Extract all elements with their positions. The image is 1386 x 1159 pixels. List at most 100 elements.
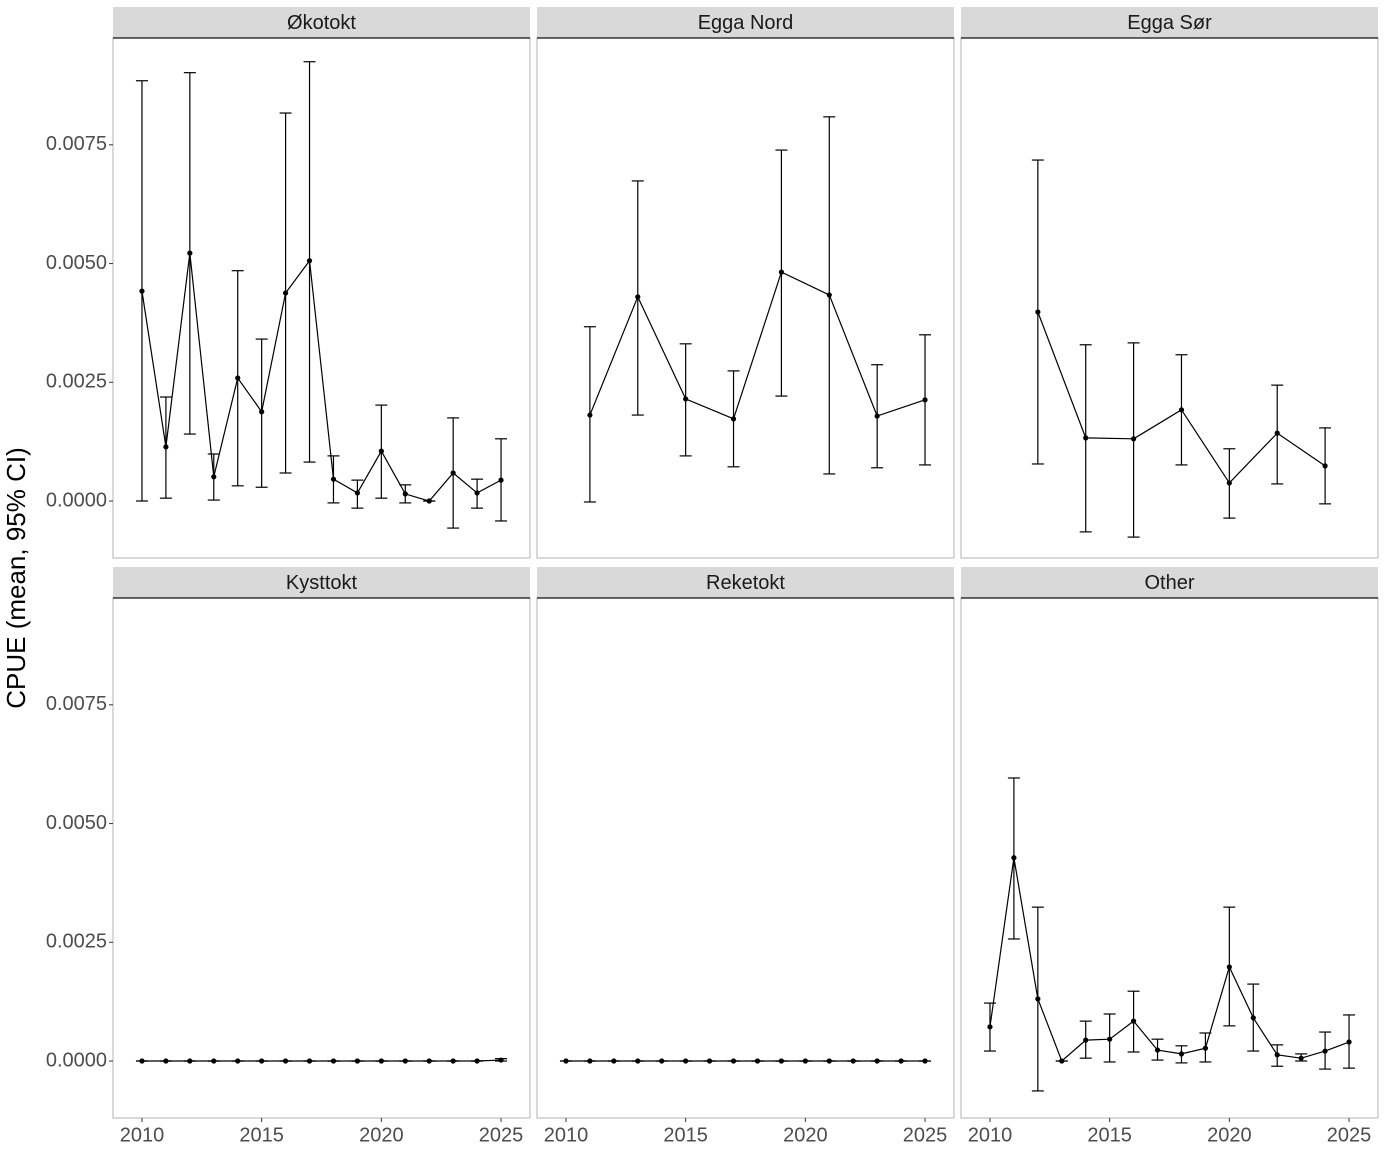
point [474,1058,480,1064]
point [163,1058,169,1064]
point [874,413,880,419]
point [139,288,145,294]
point [874,1058,880,1064]
strip [961,7,1378,38]
point [402,1058,408,1064]
point [1083,1037,1089,1043]
point [426,1058,432,1064]
x-tick-label: 2020 [783,1124,828,1146]
point [187,1058,193,1064]
point [1178,407,1185,413]
strip [537,7,954,38]
panel-title: Egga Nord [698,12,794,34]
point [922,397,928,403]
y-tick-label: 0.0000 [46,489,107,511]
point [354,1058,361,1064]
point [1274,430,1280,436]
point [1059,1058,1065,1064]
point [259,1058,265,1064]
x-tick-label: 2015 [239,1124,284,1146]
point [1322,463,1328,469]
point [498,1057,504,1063]
panel-title: Egga Sør [1127,12,1212,34]
x-tick-label: 2010 [120,1124,165,1146]
y-tick-label: 0.0075 [46,693,107,715]
point [282,1058,289,1064]
point [402,491,408,497]
point [635,294,641,300]
point [378,1058,384,1064]
point [826,1058,832,1064]
point [1178,1051,1185,1057]
panel [960,597,1379,1119]
strip [113,567,530,598]
point [802,1058,808,1064]
point [282,290,289,296]
x-tick-label: 2025 [903,1124,948,1146]
point [1130,1018,1137,1024]
point [1035,309,1041,315]
panel [112,37,531,559]
line [989,857,1350,1063]
point [898,1058,904,1064]
point [611,1058,617,1064]
point [587,1058,593,1064]
point [235,375,241,381]
line [141,1059,502,1062]
y-tick-label: 0.0050 [46,812,107,834]
point [139,1058,145,1064]
y-tick-label: 0.0075 [46,133,107,155]
point [1083,435,1089,441]
point [163,444,169,450]
point [1322,1048,1328,1054]
x-tick-label: 2010 [968,1124,1013,1146]
line [589,271,926,420]
point [683,1058,689,1064]
point [1226,964,1232,970]
panel [536,37,955,559]
point [778,269,785,275]
y-tick-label: 0.0000 [46,1049,107,1071]
point [826,292,832,298]
point [330,1058,337,1064]
panel-title: Kysttokt [286,572,358,594]
panel-title: Reketokt [706,572,785,594]
point [754,1058,761,1064]
point [730,416,737,422]
y-tick-label: 0.0025 [46,371,107,393]
x-tick-label: 2025 [479,1124,524,1146]
point [187,250,193,256]
point [306,1058,313,1064]
point [1274,1052,1280,1058]
panel [960,37,1379,559]
point [235,1058,241,1064]
x-tick-label: 2015 [663,1124,708,1146]
point [1298,1055,1304,1061]
point [450,1058,456,1064]
point [1130,436,1137,442]
x-tick-label: 2020 [359,1124,404,1146]
point [730,1058,737,1064]
point [563,1058,569,1064]
point [850,1058,856,1064]
strip [113,7,530,38]
point [1035,996,1041,1002]
y-tick-label: 0.0025 [46,931,107,953]
x-tick-label: 2020 [1207,1124,1252,1146]
panel [536,597,955,1119]
point [706,1058,713,1064]
x-tick-label: 2015 [1087,1124,1132,1146]
point [259,409,265,415]
point [426,498,432,504]
point [378,448,384,454]
point [1226,480,1232,486]
point [1202,1045,1209,1051]
point [1011,855,1017,861]
y-axis-label: CPUE (mean, 95% CI) [1,447,31,709]
point [211,474,217,480]
point [354,490,361,496]
panel-title: Økotokt [287,12,356,34]
point [683,396,689,402]
point [498,477,504,483]
